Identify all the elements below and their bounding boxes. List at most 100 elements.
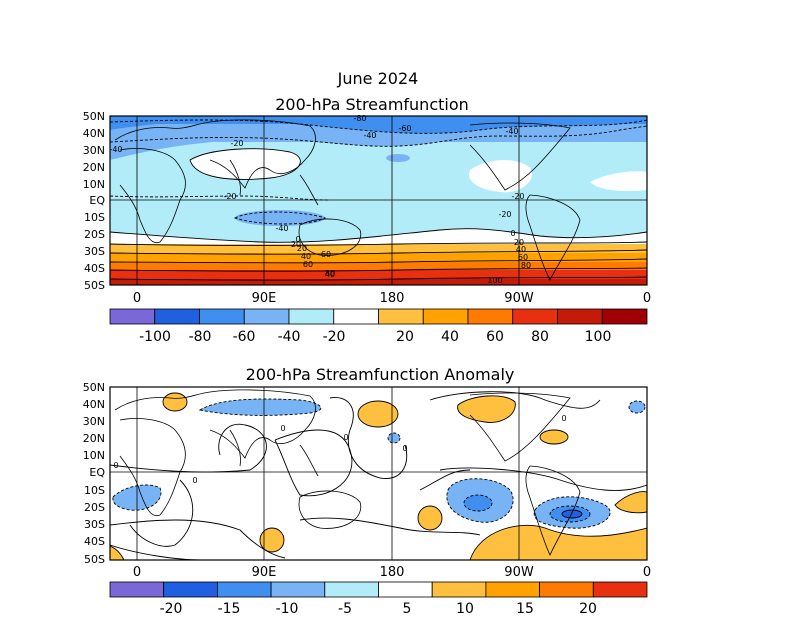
- zero-contour: [439, 467, 647, 491]
- coastline-se-asia: [299, 174, 319, 206]
- lat-label: 20N: [83, 432, 105, 445]
- colorbar-label: 10: [456, 601, 474, 617]
- spcz-cell: [235, 210, 325, 226]
- lon-label: 90W: [504, 291, 534, 306]
- top-map-frame: [109, 115, 648, 286]
- contour-label: 40: [301, 252, 311, 261]
- colorbar-label: -40: [278, 329, 301, 345]
- colorbar-swatch: [378, 308, 424, 325]
- contour-top: [110, 267, 647, 272]
- coastline-europe: [114, 391, 211, 411]
- contour-label: -60: [398, 124, 411, 133]
- colorbar-label: -60: [233, 329, 256, 345]
- lon-label: 0: [133, 291, 141, 306]
- colorbar-label: 80: [531, 329, 549, 345]
- nh-white-cell-2: [469, 160, 532, 193]
- lat-label: 30N: [83, 415, 105, 428]
- coastline-south-america: [525, 465, 581, 556]
- contour-label: 0: [280, 424, 285, 433]
- coastline-africa: [119, 148, 186, 244]
- lat-label: 50S: [84, 279, 105, 292]
- colorbar-label: 15: [516, 601, 534, 617]
- coastline-africa: [119, 418, 186, 517]
- lat-label: 40S: [84, 535, 105, 548]
- colorbar-swatch: [288, 308, 335, 325]
- lat-label: 10S: [84, 211, 105, 224]
- lat-label: 50N: [83, 110, 105, 123]
- coastline-north-america: [469, 122, 571, 191]
- top-colorbar: [109, 308, 648, 325]
- lat-label: 30S: [84, 245, 105, 258]
- colorbar-swatch: [216, 581, 272, 598]
- colorbar-label: -15: [218, 601, 241, 617]
- colorbar-label: -20: [160, 601, 183, 617]
- zero-contour: [129, 479, 194, 547]
- colorbar-label: 20: [396, 329, 414, 345]
- lat-label: 30N: [83, 144, 105, 157]
- lon-label: 90W: [504, 565, 534, 580]
- contour-label: 20: [291, 240, 301, 249]
- contour-label: 20: [514, 238, 524, 247]
- lat-label: 10N: [83, 178, 105, 191]
- colorbar-swatch: [163, 581, 218, 598]
- contour-top: [110, 195, 331, 201]
- contour-top: [110, 258, 647, 264]
- contour-label: 40: [516, 245, 526, 254]
- colorbar-swatch: [243, 308, 290, 325]
- colorbar-label: 100: [585, 329, 612, 345]
- colorbar-swatch: [270, 581, 326, 598]
- lat-label: EQ: [89, 194, 105, 207]
- coastline-australia: [298, 490, 362, 529]
- lon-label: 90E: [252, 565, 277, 580]
- coastline-india: [229, 159, 241, 196]
- coastline-india: [229, 429, 241, 467]
- contour-label: 80: [325, 269, 335, 278]
- colorbar-swatch: [109, 308, 156, 325]
- coastline-south-america: [525, 194, 581, 281]
- lon-label: 0: [643, 565, 651, 580]
- colorbar-label: -100: [139, 329, 171, 345]
- coastline-north-america: [469, 392, 571, 462]
- contour-label: -20: [511, 192, 524, 201]
- contour-top: [110, 241, 647, 246]
- colorbar-swatch: [324, 581, 379, 598]
- coastline-europe: [114, 121, 211, 141]
- colorbar-swatch: [154, 308, 200, 325]
- zero-contour: [329, 397, 408, 479]
- lat-label: 20N: [83, 161, 105, 174]
- contour-top: [110, 125, 647, 147]
- zero-contour: [274, 429, 353, 497]
- colorbar-label: 60: [486, 329, 504, 345]
- zero-contour: [429, 391, 601, 409]
- zero-contour: [419, 469, 471, 491]
- negative-anomaly-cell: [198, 398, 322, 416]
- positive-anomaly-cell: [259, 527, 285, 553]
- colorbar-swatch: [422, 308, 469, 325]
- colorbar-label: -20: [323, 329, 346, 345]
- colorbar-swatch: [431, 581, 487, 598]
- contour-label: -20: [230, 139, 243, 148]
- coastline-se-asia: [299, 444, 319, 477]
- contour-label: -80: [353, 114, 366, 123]
- contour-label: 0: [343, 433, 348, 442]
- positive-anomaly-cell: [417, 505, 443, 531]
- bottom-colorbar: [109, 581, 648, 598]
- contour-top: [110, 276, 647, 281]
- contour-label: 0: [561, 414, 566, 423]
- figure-title: June 2024: [337, 69, 419, 88]
- band-n20-wave: [110, 126, 647, 160]
- contour-label: 80: [521, 261, 531, 270]
- contour-label: 60: [321, 250, 331, 259]
- lat-label: 10N: [83, 449, 105, 462]
- contour-label: 40: [325, 270, 335, 279]
- contour-label: -40: [275, 224, 288, 233]
- colorbar-label: 5: [403, 601, 412, 617]
- positive-anomaly-cell: [162, 392, 188, 412]
- lat-label: 50S: [84, 553, 105, 566]
- lon-label: 180: [380, 291, 405, 306]
- contour-label: 0: [113, 461, 118, 470]
- contour-label: 20: [297, 244, 307, 253]
- subtropical-blue-cell: [386, 154, 410, 162]
- lat-label: 10S: [84, 484, 105, 497]
